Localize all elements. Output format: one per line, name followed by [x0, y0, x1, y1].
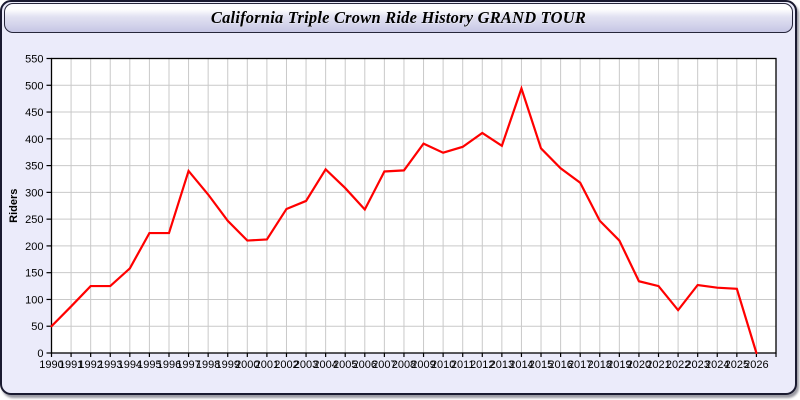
x-axis-tick-label: 2014 [509, 359, 533, 371]
plot-area [51, 58, 776, 353]
plot-border [50, 57, 777, 354]
y-axis-title: Riders [8, 189, 20, 223]
x-axis-tick-label: 2008 [392, 359, 416, 371]
x-axis-tick-label: 1993 [98, 359, 122, 371]
x-axis-tick-label: 1997 [176, 359, 200, 371]
x-axis-tick-label: 2009 [411, 359, 435, 371]
x-axis-tick-label: 2000 [235, 359, 259, 371]
chart-title: California Triple Crown Ride History GRA… [210, 8, 587, 27]
x-axis-tick-label: 1998 [196, 359, 220, 371]
x-axis-tick-label: 2022 [666, 359, 690, 371]
x-axis-tick-label: 2004 [313, 359, 337, 371]
x-axis-tick-label: 2011 [451, 359, 475, 371]
x-axis-tick-label: 1996 [157, 359, 181, 371]
x-axis-labels: 1990199119921993199419951996199719981999… [39, 359, 768, 371]
y-axis-tick-label: 50 [31, 321, 43, 333]
x-axis-tick-label: 2024 [705, 359, 729, 371]
y-axis-tick-label: 350 [25, 161, 43, 173]
y-axis-tick-label: 0 [37, 348, 43, 360]
x-axis-tick-label: 2001 [255, 359, 279, 371]
x-axis-tick-label: 2007 [372, 359, 396, 371]
x-axis-tick-label: 1992 [78, 359, 102, 371]
y-axis-tick-label: 400 [25, 134, 43, 146]
y-axis-tick-label: 250 [25, 214, 43, 226]
y-axis-tick-label: 300 [25, 187, 43, 199]
x-axis-tick-label: 1994 [118, 359, 142, 371]
x-axis-tick-label: 2018 [588, 359, 612, 371]
title-bar: California Triple Crown Ride History GRA… [4, 3, 793, 33]
x-axis-tick-label: 2002 [274, 359, 298, 371]
x-axis-tick-label: 2023 [685, 359, 709, 371]
x-axis-tick-label: 1990 [39, 359, 63, 371]
x-axis-tick-label: 2003 [294, 359, 318, 371]
x-axis-tick-label: 2012 [470, 359, 494, 371]
x-axis-tick-label: 2016 [548, 359, 572, 371]
y-axis-labels: 0 50 100 150 200 250 300 350 400 450 500 550 [25, 54, 43, 361]
x-axis-tick-label: 1995 [137, 359, 161, 371]
y-axis-tick-label: 200 [25, 241, 43, 253]
y-axis-tick-label: 550 [25, 54, 43, 66]
x-axis-tick-label: 1999 [215, 359, 239, 371]
x-axis-tick-label: 2006 [353, 359, 377, 371]
x-axis-tick-label: 2019 [607, 359, 631, 371]
y-axis-tick-label: 450 [25, 107, 43, 119]
x-axis-tick-label: 2013 [490, 359, 514, 371]
riders-line-series [50, 85, 758, 355]
x-axis-tick-label: 2021 [646, 359, 670, 371]
x-axis-tick-label: 2026 [744, 359, 768, 371]
y-axis-tick-label: 500 [25, 80, 43, 92]
x-axis-tick-label: 2010 [431, 359, 455, 371]
x-axis-tick-label: 2025 [725, 359, 749, 371]
y-axis-tick-label: 100 [25, 294, 43, 306]
y-axis-tick-label: 150 [25, 268, 43, 280]
x-axis-tick-label: 2020 [627, 359, 651, 371]
x-axis-tick-label: 1991 [59, 359, 83, 371]
x-axis-tick-label: 2017 [568, 359, 592, 371]
x-axis-tick-label: 2015 [529, 359, 553, 371]
x-axis-tick-label: 2005 [333, 359, 357, 371]
